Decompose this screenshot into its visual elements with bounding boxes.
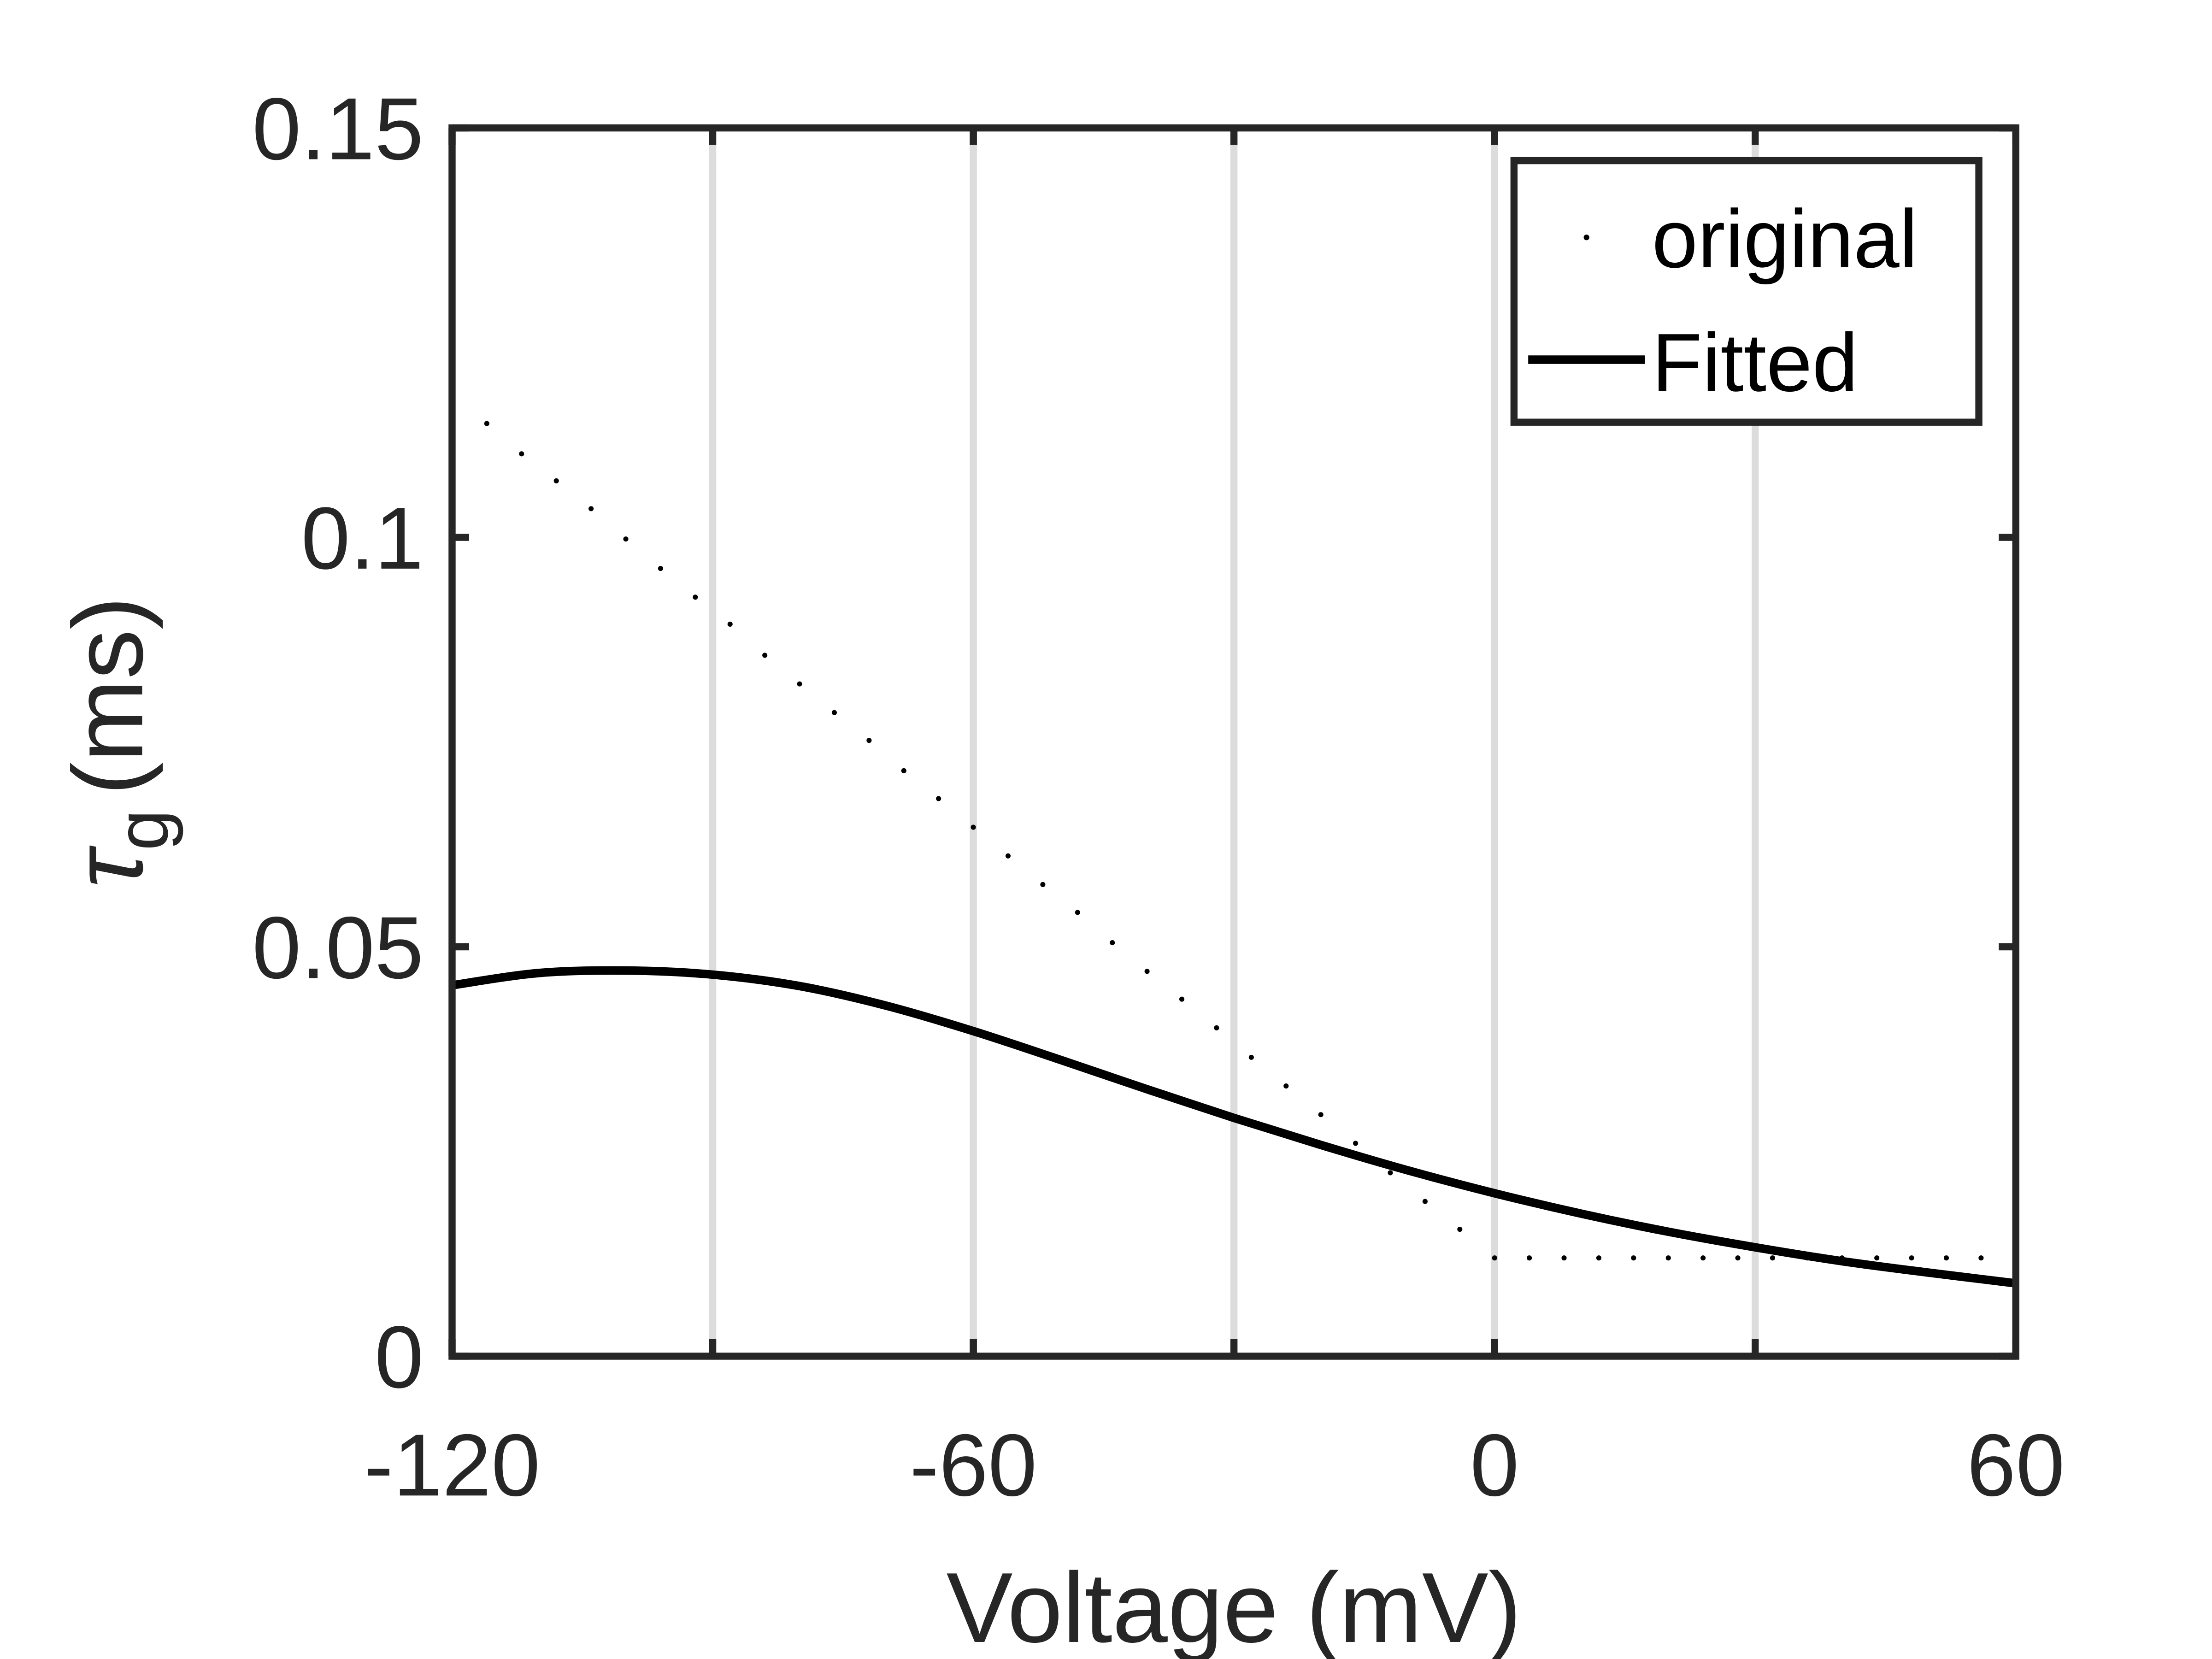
original-data-point: [1144, 969, 1150, 974]
original-data-point: [484, 421, 489, 426]
original-data-point: [1248, 1054, 1254, 1060]
y-tick-label: 0.1: [301, 489, 424, 588]
original-data-point: [658, 566, 663, 571]
legend: original Fitted: [1510, 157, 1983, 426]
original-data-point: [727, 621, 733, 627]
original-data-point: [936, 796, 941, 801]
original-data-point: [866, 738, 872, 743]
original-data-point: [901, 768, 906, 774]
original-data-point: [553, 478, 559, 484]
y-axis-label: τg (ms): [52, 596, 183, 888]
original-data-point: [831, 710, 837, 715]
y-label-symbol: τ: [52, 846, 163, 888]
original-data-point: [1978, 1255, 1984, 1261]
plot-series: [449, 391, 2018, 1288]
y-tick-label: 0.15: [252, 80, 424, 178]
y-label-subscript: g: [101, 810, 183, 851]
original-data-point: [797, 681, 802, 687]
y-tick-label: 0: [375, 1308, 424, 1406]
original-data-point: [623, 536, 629, 542]
y-tick-labels: 0 0.05 0.1 0.15: [252, 80, 424, 1406]
original-data-point: [1388, 1170, 1393, 1176]
y-label-unit: (ms): [52, 596, 163, 795]
original-data-point: [1665, 1255, 1671, 1261]
legend-box: [1510, 157, 1983, 426]
original-data-point: [1735, 1255, 1741, 1261]
x-tick-label: -120: [364, 1416, 541, 1514]
fitted-curve: [451, 966, 2017, 1288]
x-tick-labels: -120 -60 0 60: [364, 1416, 2065, 1514]
original-data-point: [693, 594, 698, 600]
original-data-point: [1596, 1255, 1601, 1261]
x-tick-label: -60: [910, 1416, 1037, 1514]
original-data-point: [588, 506, 594, 512]
legend-original-marker: [1583, 234, 1589, 241]
original-data-point: [1075, 910, 1080, 915]
x-tick-label: 60: [1967, 1416, 2065, 1514]
original-data-point: [1353, 1141, 1359, 1146]
original-data-point: [1283, 1083, 1289, 1089]
original-data-point: [1943, 1255, 1949, 1261]
x-axis-label: Voltage (mV): [947, 1552, 1522, 1659]
original-data-point: [1874, 1255, 1880, 1261]
y-tick-label: 0.05: [252, 898, 424, 997]
original-data-point: [762, 653, 768, 658]
original-data-point: [1110, 940, 1115, 946]
original-data-point: [1457, 1226, 1463, 1232]
original-data-point: [519, 451, 524, 457]
original-data-point: [1631, 1255, 1636, 1261]
original-data-point: [1770, 1255, 1775, 1261]
legend-original-label: original: [1652, 193, 1918, 285]
x-tick-label: 0: [1470, 1416, 1519, 1514]
original-data-point: [971, 824, 976, 830]
original-data-point: [1561, 1255, 1567, 1261]
ticks: [448, 124, 2020, 1360]
original-data-point: [1040, 882, 1046, 888]
original-data-point: [1492, 1255, 1497, 1261]
original-data-point: [1318, 1112, 1324, 1118]
original-data-point: [1179, 996, 1185, 1002]
original-data-point: [1527, 1255, 1532, 1261]
original-data-point: [1422, 1199, 1428, 1204]
legend-fitted-label: Fitted: [1652, 316, 1858, 408]
original-data-point: [1214, 1025, 1219, 1030]
original-data-point: [1909, 1255, 1914, 1261]
original-data-point: [1005, 853, 1011, 859]
original-data-point: [1700, 1255, 1706, 1261]
